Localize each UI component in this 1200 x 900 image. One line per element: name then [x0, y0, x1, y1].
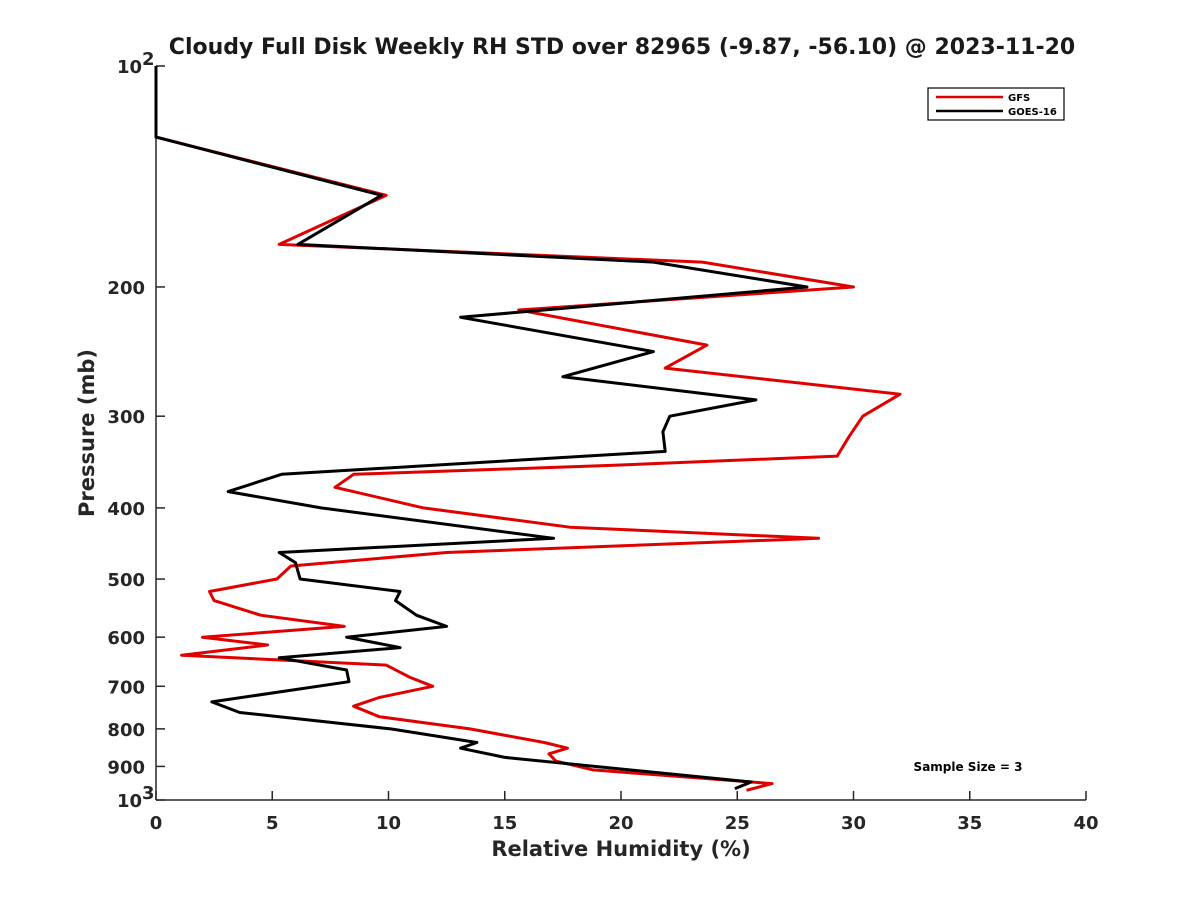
y-tick-label: 200: [107, 278, 145, 299]
y-tick-exponent: 3: [142, 783, 155, 804]
y-tick-label: 900: [107, 757, 145, 778]
y-tick-label: 500: [107, 570, 145, 591]
y-tick-exponent: 2: [142, 49, 155, 70]
y-tick-label: 10: [117, 791, 142, 812]
x-tick-label: 5: [266, 813, 279, 834]
legend-label-gfs: GFS: [1008, 93, 1030, 104]
y-tick-label: 300: [107, 407, 145, 428]
y-tick-label: 10: [117, 57, 142, 78]
legend-box: [927, 87, 1065, 121]
x-tick-label: 15: [492, 813, 517, 834]
legend: GFS GOES-16: [927, 87, 1065, 121]
series-lines: [154, 66, 902, 792]
x-tick-label: 20: [608, 813, 633, 834]
x-axis-label: Relative Humidity (%): [491, 837, 750, 861]
y-tick-label: 800: [107, 720, 145, 741]
x-tick-label: 40: [1073, 813, 1098, 834]
legend-label-goes16: GOES-16: [1008, 107, 1057, 118]
x-tick-label: 25: [725, 813, 750, 834]
x-tick-label: 35: [957, 813, 982, 834]
y-tick-label: 400: [107, 499, 145, 520]
x-tick-label: 10: [376, 813, 401, 834]
series-line-goes16: [154, 66, 809, 790]
x-tick-label: 0: [150, 813, 163, 834]
x-axis-ticks: 0 5 10 15 20 25 30 35 40: [150, 791, 1099, 834]
y-tick-label: 700: [107, 677, 145, 698]
sample-size-annotation: Sample Size = 3: [914, 760, 1023, 774]
x-tick-label: 30: [841, 813, 866, 834]
series-line-gfs: [154, 66, 902, 792]
y-tick-label: 600: [107, 628, 145, 649]
y-axis-label: Pressure (mb): [75, 349, 99, 517]
chart-title: Cloudy Full Disk Weekly RH STD over 8296…: [169, 35, 1075, 60]
